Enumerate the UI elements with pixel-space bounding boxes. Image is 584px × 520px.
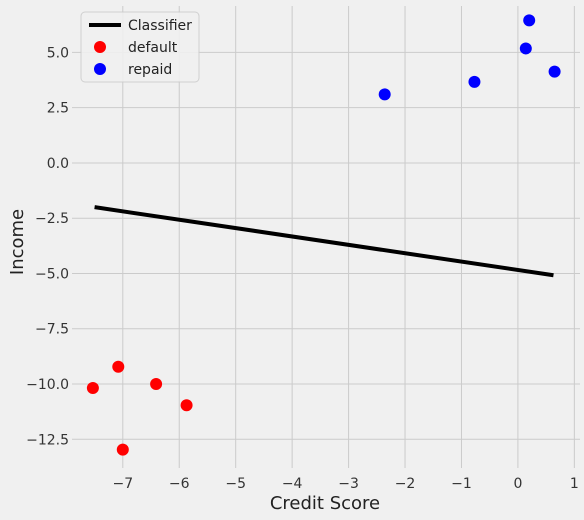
legend-classifier-label: Classifier xyxy=(128,18,192,34)
x-tick-label: −5 xyxy=(225,476,246,492)
x-tick-label: −3 xyxy=(338,476,359,492)
repaid-point xyxy=(468,75,481,88)
default-point xyxy=(150,378,163,390)
x-tick-label: −2 xyxy=(395,476,416,492)
y-tick-label: −5.0 xyxy=(35,266,69,282)
y-tick-label: 0.0 xyxy=(47,156,69,172)
legend-default-swatch xyxy=(94,41,106,53)
y-tick-label: −7.5 xyxy=(35,322,69,338)
default-point xyxy=(86,381,99,394)
y-tick-label: −10.0 xyxy=(26,377,69,393)
repaid-point xyxy=(523,14,536,27)
y-tick-label: −2.5 xyxy=(35,211,69,227)
x-axis-label: Credit Score xyxy=(270,493,380,514)
default-point xyxy=(112,360,125,373)
classifier-line xyxy=(94,205,554,278)
y-axis-label: Income xyxy=(7,209,28,275)
legend-repaid-label: repaid xyxy=(128,62,172,78)
x-tick-label: −7 xyxy=(112,476,133,492)
default-point xyxy=(180,399,193,412)
x-tick-label: −1 xyxy=(451,476,472,492)
ticks-layer: −7 −6 −5 −4 −3 −2 −1 0 1 −12.5 −10.0 −7.5 −5.0 −2.5 0.… xyxy=(26,45,579,492)
x-tick-label: 0 xyxy=(513,476,522,492)
repaid-point xyxy=(378,88,391,101)
repaid-point xyxy=(519,42,532,55)
default-point xyxy=(116,443,129,456)
repaid-point xyxy=(548,65,561,78)
y-tick-label: 5.0 xyxy=(47,45,69,61)
x-tick-label: −6 xyxy=(169,476,190,492)
legend-frame xyxy=(80,11,200,83)
y-tick-label: −12.5 xyxy=(26,432,69,448)
x-tick-label: −4 xyxy=(282,476,303,492)
y-tick-label: 2.5 xyxy=(47,101,69,117)
marks-layer xyxy=(86,14,561,456)
legend-default-label: default xyxy=(128,40,178,56)
legend: Classifier default repaid xyxy=(80,11,200,83)
x-tick-label: 1 xyxy=(570,476,579,492)
legend-repaid-swatch xyxy=(94,63,106,75)
